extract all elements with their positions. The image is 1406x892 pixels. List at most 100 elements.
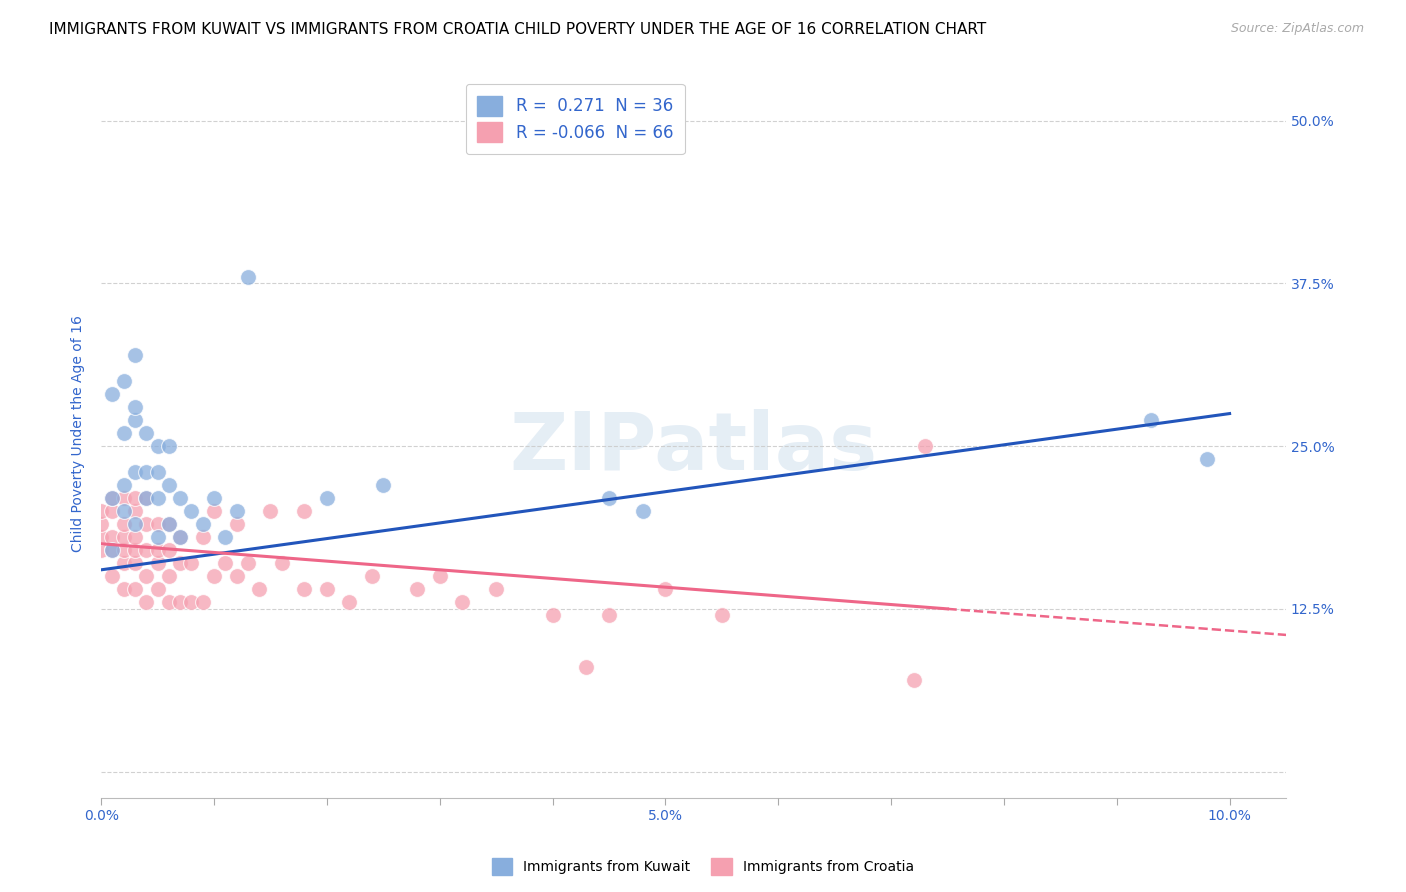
Point: [112, 582, 135, 597]
Point: [135, 426, 157, 441]
Point: [598, 491, 620, 506]
Point: [214, 530, 236, 544]
Point: [124, 491, 146, 506]
Point: [236, 269, 259, 284]
Point: [654, 582, 676, 597]
Point: [146, 439, 169, 453]
Point: [1139, 413, 1161, 427]
Point: [90, 504, 112, 518]
Text: IMMIGRANTS FROM KUWAIT VS IMMIGRANTS FROM CROATIA CHILD POVERTY UNDER THE AGE OF: IMMIGRANTS FROM KUWAIT VS IMMIGRANTS FRO…: [49, 22, 987, 37]
Point: [101, 569, 124, 583]
Point: [247, 582, 270, 597]
Point: [631, 504, 654, 518]
Point: [292, 582, 315, 597]
Point: [225, 504, 247, 518]
Point: [124, 348, 146, 362]
Point: [101, 504, 124, 518]
Point: [135, 543, 157, 558]
Point: [146, 582, 169, 597]
Point: [124, 557, 146, 571]
Point: [146, 465, 169, 479]
Point: [146, 557, 169, 571]
Point: [124, 400, 146, 414]
Point: [157, 517, 180, 532]
Point: [157, 478, 180, 492]
Legend: R =  0.271  N = 36, R = -0.066  N = 66: R = 0.271 N = 36, R = -0.066 N = 66: [465, 84, 685, 154]
Point: [710, 608, 733, 623]
Point: [315, 582, 337, 597]
Point: [146, 517, 169, 532]
Point: [157, 595, 180, 609]
Point: [541, 608, 564, 623]
Point: [112, 557, 135, 571]
Point: [146, 543, 169, 558]
Point: [146, 530, 169, 544]
Point: [169, 595, 191, 609]
Point: [373, 478, 395, 492]
Point: [157, 569, 180, 583]
Point: [191, 595, 214, 609]
Point: [146, 491, 169, 506]
Point: [202, 569, 225, 583]
Point: [101, 491, 124, 506]
Point: [191, 517, 214, 532]
Point: [124, 465, 146, 479]
Point: [112, 426, 135, 441]
Point: [157, 543, 180, 558]
Point: [112, 374, 135, 388]
Point: [169, 491, 191, 506]
Point: [191, 530, 214, 544]
Point: [361, 569, 384, 583]
Point: [124, 582, 146, 597]
Point: [157, 439, 180, 453]
Point: [101, 530, 124, 544]
Point: [157, 517, 180, 532]
Point: [406, 582, 429, 597]
Point: [270, 557, 292, 571]
Point: [124, 413, 146, 427]
Point: [451, 595, 474, 609]
Point: [180, 504, 202, 518]
Point: [101, 491, 124, 506]
Point: [101, 387, 124, 401]
Point: [429, 569, 451, 583]
Point: [225, 569, 247, 583]
Point: [214, 557, 236, 571]
Point: [903, 673, 925, 688]
Point: [112, 517, 135, 532]
Point: [112, 491, 135, 506]
Point: [169, 557, 191, 571]
Point: [485, 582, 508, 597]
Point: [202, 491, 225, 506]
Point: [112, 478, 135, 492]
Point: [124, 504, 146, 518]
Point: [90, 530, 112, 544]
Point: [1195, 452, 1218, 467]
Point: [135, 491, 157, 506]
Point: [135, 569, 157, 583]
Point: [112, 504, 135, 518]
Point: [124, 517, 146, 532]
Point: [914, 439, 936, 453]
Point: [225, 517, 247, 532]
Point: [236, 557, 259, 571]
Point: [112, 543, 135, 558]
Point: [180, 595, 202, 609]
Point: [112, 530, 135, 544]
Y-axis label: Child Poverty Under the Age of 16: Child Poverty Under the Age of 16: [72, 315, 86, 551]
Point: [124, 543, 146, 558]
Point: [124, 530, 146, 544]
Point: [169, 530, 191, 544]
Point: [135, 465, 157, 479]
Legend: Immigrants from Kuwait, Immigrants from Croatia: Immigrants from Kuwait, Immigrants from …: [486, 853, 920, 880]
Point: [135, 595, 157, 609]
Point: [259, 504, 281, 518]
Point: [135, 491, 157, 506]
Point: [90, 517, 112, 532]
Point: [202, 504, 225, 518]
Point: [135, 517, 157, 532]
Point: [180, 557, 202, 571]
Point: [101, 543, 124, 558]
Text: ZIPatlas: ZIPatlas: [509, 409, 877, 487]
Point: [169, 530, 191, 544]
